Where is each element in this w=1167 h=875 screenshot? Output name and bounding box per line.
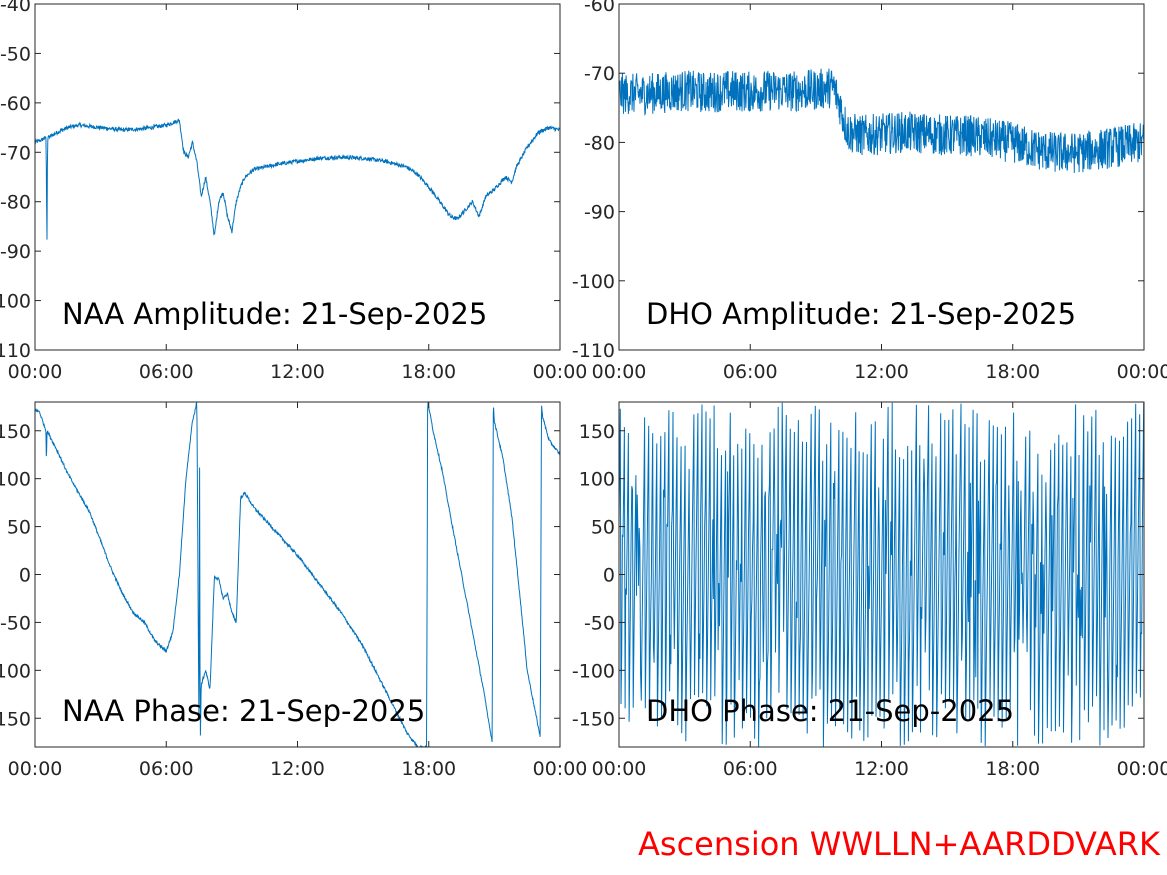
dho-amp-y-tick-label: -80 [584,132,615,154]
naa-amp-y-tick-label: -90 [0,241,31,263]
dho-phase-x-tick-label: 18:00 [985,758,1040,780]
dho-amp-title: DHO Amplitude: 21-Sep-2025 [646,297,1076,331]
dho-phase-x-tick-label: 00:00 [1117,758,1167,780]
naa-amp-x-tick-label: 18:00 [401,361,456,383]
naa-phase-series-line [35,402,560,747]
dho-amp-x-tick-label: 00:00 [592,361,647,383]
dho-phase-series-line [619,402,1144,747]
naa-phase-panel: 00:00 06:00 12:00 18:00 00:00 -150 -100 -50 0 50 1… [0,401,588,780]
naa-amp-y-tick-label: -40 [0,0,31,16]
dho-phase-x-tick-label: 06:00 [723,758,778,780]
dho-phase-y-tick-label: 50 [591,517,615,539]
naa-phase-y-tick-label: 50 [7,517,31,539]
naa-phase-x-tick-label: 00:00 [533,758,588,780]
dho-amp-y-tick-label: -100 [572,271,615,293]
naa-amp-y-tick-label: -60 [0,93,31,115]
naa-amp-y-tick-label: -50 [0,43,31,65]
dho-phase-y-tick-label: -100 [572,660,615,682]
naa-amp-x-tick-label: 00:00 [533,361,588,383]
dho-phase-y-tick-label: -50 [584,612,615,634]
naa-phase-y-tick-label: 100 [0,469,31,491]
naa-amp-x-tick-label: 00:00 [8,361,63,383]
dho-phase-panel: 00:00 06:00 12:00 18:00 00:00 -150 -100 -50 0 50 1… [572,401,1167,780]
naa-phase-y-tick-label: 150 [0,421,31,443]
dho-phase-y-tick-label: 0 [603,565,615,587]
dho-amp-y-tick-label: -70 [584,63,615,85]
naa-amp-y-tick-label: -100 [0,291,31,313]
naa-amp-x-tick-label: 12:00 [270,361,325,383]
naa-phase-x-tick-label: 00:00 [8,758,63,780]
naa-amp-y-tick-label: -110 [0,340,31,362]
naa-phase-title: NAA Phase: 21-Sep-2025 [62,694,425,728]
dho-amp-y-tick-label: -90 [584,202,615,224]
naa-phase-x-tick-label: 18:00 [401,758,456,780]
naa-amplitude-panel: 00:0006:0012:0018:0000:00-110-100-90-80-… [0,0,587,383]
dho-amp-x-tick-label: 00:00 [1117,361,1167,383]
naa-phase-y-tick-label: -50 [0,612,31,634]
naa-amp-series-line [35,118,560,240]
dho-amp-x-tick-label: 18:00 [985,361,1040,383]
naa-amp-x-tick-label: 06:00 [139,361,194,383]
naa-amp-y-tick-label: -80 [0,192,31,214]
dho-phase-y-tick-label: 100 [579,469,615,491]
dho-phase-title: DHO Phase: 21-Sep-2025 [646,694,1014,728]
dho-amp-y-tick-label: -60 [584,0,615,16]
dho-phase-y-tick-label: -150 [572,708,615,730]
naa-amp-title: NAA Amplitude: 21-Sep-2025 [62,297,487,331]
dho-phase-x-tick-label: 12:00 [854,758,909,780]
dho-amp-y-tick-label: -110 [572,340,615,362]
naa-phase-y-tick-label: 0 [19,565,31,587]
naa-phase-x-tick-label: 12:00 [270,758,325,780]
dho-amplitude-panel: 00:00 06:00 12:00 18:00 00:00-110-100-90-80-… [572,0,1167,383]
dho-amp-x-tick-label: 12:00 [854,361,909,383]
naa-amp-y-tick-label: -70 [0,142,31,164]
naa-phase-y-tick-label: -150 [0,708,31,730]
footer-label: Ascension WWLLN+AARDDVARK [638,825,1161,863]
dho-amp-x-tick-label: 06:00 [723,361,778,383]
dho-phase-x-tick-label: 00:00 [592,758,647,780]
naa-phase-x-tick-label: 06:00 [139,758,194,780]
dho-phase-y-tick-label: 150 [579,421,615,443]
naa-phase-y-tick-label: -100 [0,660,31,682]
dho-amp-series-line [619,68,1144,173]
